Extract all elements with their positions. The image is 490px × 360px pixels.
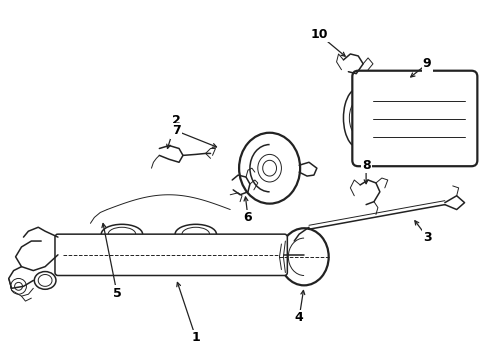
Text: 7: 7	[172, 124, 180, 137]
Text: 3: 3	[423, 231, 432, 244]
FancyBboxPatch shape	[55, 234, 287, 275]
Circle shape	[446, 113, 458, 125]
Text: 6: 6	[244, 211, 252, 224]
Ellipse shape	[101, 224, 143, 244]
Ellipse shape	[279, 228, 329, 285]
Text: 4: 4	[295, 311, 303, 324]
Text: 9: 9	[423, 57, 432, 70]
Ellipse shape	[34, 271, 56, 289]
Text: 5: 5	[113, 287, 122, 300]
Text: 8: 8	[362, 159, 370, 172]
Circle shape	[11, 278, 26, 294]
Ellipse shape	[239, 133, 300, 204]
Text: 1: 1	[192, 331, 200, 344]
Ellipse shape	[108, 227, 136, 241]
Circle shape	[15, 282, 23, 290]
Text: 10: 10	[310, 28, 328, 41]
FancyBboxPatch shape	[352, 71, 477, 166]
Text: 2: 2	[172, 114, 180, 127]
Ellipse shape	[182, 227, 210, 241]
Ellipse shape	[175, 224, 217, 244]
